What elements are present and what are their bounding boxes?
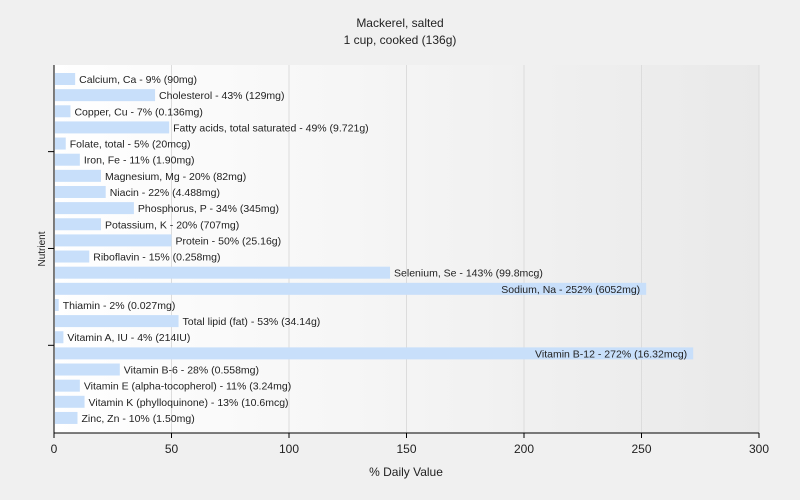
- bar-label: Vitamin A, IU - 4% (214IU): [67, 332, 190, 344]
- bar-label: Vitamin K (phylloquinone) - 13% (10.6mcg…: [89, 397, 289, 409]
- x-tick-label: 0: [51, 442, 58, 456]
- bar-label: Protein - 50% (25.16g): [176, 235, 282, 247]
- bar: [55, 411, 78, 424]
- y-axis-ticks: [48, 151, 54, 346]
- bar-label: Selenium, Se - 143% (99.8mcg): [394, 268, 543, 280]
- bar-label: Folate, total - 5% (20mcg): [70, 139, 191, 151]
- bar: [55, 298, 59, 311]
- bar-label: Vitamin B-12 - 272% (16.32mcg): [535, 348, 687, 360]
- bar: [55, 169, 101, 182]
- bar: [55, 153, 80, 166]
- y-axis-label: Nutrient: [37, 231, 48, 266]
- bar: [55, 185, 106, 198]
- bar: [55, 395, 85, 408]
- x-tick-label: 300: [749, 442, 769, 456]
- bar-label: Vitamin B-6 - 28% (0.558mg): [124, 365, 259, 377]
- bar-label: Thiamin - 2% (0.027mg): [63, 300, 176, 312]
- bar-label: Copper, Cu - 7% (0.136mg): [74, 106, 202, 118]
- bar: [55, 137, 66, 150]
- bar-label: Iron, Fe - 11% (1.90mg): [84, 155, 195, 167]
- bar: [55, 234, 172, 247]
- x-tick-label: 250: [631, 442, 651, 456]
- bar: [55, 250, 90, 263]
- bar: [55, 315, 179, 328]
- x-axis-label: % Daily Value: [369, 465, 443, 479]
- bar: [55, 121, 170, 134]
- x-tick-label: 50: [165, 442, 179, 456]
- grid-lines: [171, 65, 760, 433]
- bar-label: Fatty acids, total saturated - 49% (9.72…: [173, 122, 369, 134]
- x-axis-ticks: 0 50 100 150 200 250 300: [51, 433, 769, 456]
- bar: [55, 282, 647, 295]
- bar-label: Vitamin E (alpha-tocopherol) - 11% (3.24…: [84, 381, 291, 393]
- bar-label: Total lipid (fat) - 53% (34.14g): [183, 316, 321, 328]
- chart-subtitle: 1 cup, cooked (136g): [344, 33, 457, 47]
- bar-label: Zinc, Zn - 10% (1.50mg): [82, 413, 195, 425]
- bar-labels-group: Calcium, Ca - 9% (90mg) Cholesterol - 43%…: [63, 74, 688, 425]
- bar: [55, 379, 80, 392]
- bar-label: Magnesium, Mg - 20% (82mg): [105, 171, 246, 183]
- x-tick-label: 100: [279, 442, 299, 456]
- bar: [55, 89, 156, 102]
- bar: [55, 73, 76, 85]
- bar: [55, 202, 134, 215]
- bar-label: Riboflavin - 15% (0.258mg): [93, 252, 220, 264]
- bar-label: Niacin - 22% (4.488mg): [110, 187, 220, 199]
- x-tick-label: 200: [514, 442, 534, 456]
- bar-label: Phosphorus, P - 34% (345mg): [138, 203, 279, 215]
- bar: [55, 331, 64, 344]
- bars-group: [55, 73, 694, 424]
- bar-label: Sodium, Na - 252% (6052mg): [501, 284, 640, 296]
- bar: [55, 218, 101, 231]
- x-tick-label: 150: [396, 442, 416, 456]
- chart-title: Mackerel, salted: [356, 16, 443, 30]
- bar-label: Potassium, K - 20% (707mg): [105, 219, 239, 231]
- bar-label: Calcium, Ca - 9% (90mg): [79, 74, 197, 86]
- bar: [55, 363, 120, 376]
- bar: [55, 266, 391, 279]
- bar-label: Cholesterol - 43% (129mg): [159, 90, 284, 102]
- bar: [55, 347, 694, 360]
- bar: [55, 105, 71, 118]
